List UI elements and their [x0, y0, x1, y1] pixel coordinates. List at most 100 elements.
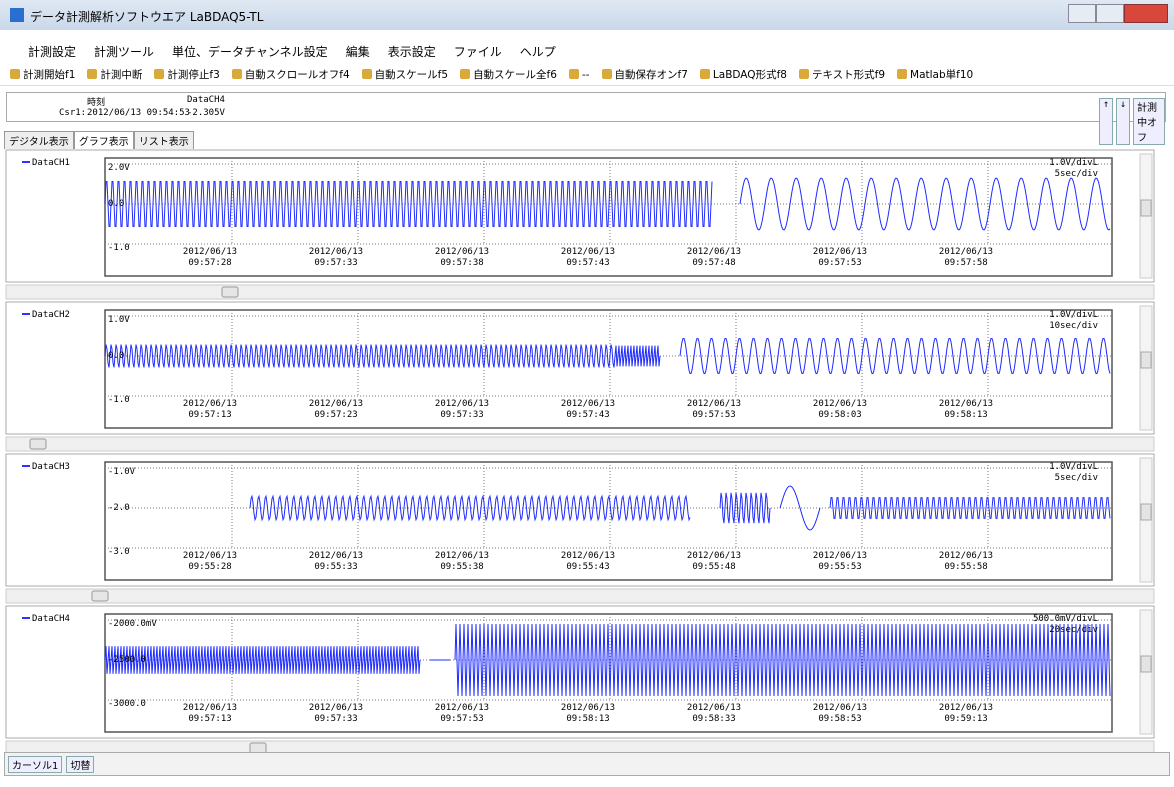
x-time-label: 09:57:48 — [692, 258, 735, 268]
y-label: -1.0 — [108, 395, 130, 405]
x-date-label: 2012/06/13 — [309, 399, 363, 409]
y-label: 0.0 — [108, 199, 124, 209]
status-button[interactable]: 切替 — [66, 755, 95, 773]
x-time-label: 09:57:28 — [188, 258, 231, 268]
menu-item[interactable]: ヘルプ — [519, 44, 556, 59]
x-date-label: 2012/06/13 — [687, 551, 741, 561]
toolbar-button[interactable]: 自動保存オンf7 — [602, 67, 688, 82]
status-bar: カーソル1 切替 — [4, 752, 1170, 776]
minimize-button[interactable] — [1068, 4, 1096, 23]
toolbar: 計測開始f1 計測中断 計測停止f3 自動スクロールオフf4 自動スケールf5 自動スケー… — [0, 64, 1174, 86]
x-time-label: 09:55:43 — [566, 562, 609, 572]
x-time-label: 09:57:33 — [440, 410, 483, 420]
y-label: 1.0V — [108, 315, 130, 325]
toolbar-button[interactable]: 計測停止f3 — [154, 67, 219, 82]
v-scroll-thumb — [1140, 351, 1152, 369]
x-time-label: 09:55:38 — [440, 562, 483, 572]
x-time-label: 09:57:33 — [314, 714, 357, 724]
toolbar-button[interactable]: 計測中断 — [87, 67, 142, 82]
waveform — [104, 338, 1111, 374]
time-header: 時刻 — [87, 98, 106, 108]
x-date-label: 2012/06/13 — [309, 551, 363, 561]
menu-item[interactable]: 計測ツール — [94, 44, 155, 59]
h-scrollbar — [5, 588, 1155, 604]
cursor-time: 2012/06/13 09:54:53 — [87, 108, 190, 118]
v-scroll-thumb — [1140, 655, 1152, 673]
tab[interactable]: リスト表示 — [133, 131, 194, 149]
nav-button[interactable]: ↓ — [1116, 98, 1131, 145]
h-scroll-thumb — [91, 590, 109, 602]
x-time-label: 09:58:53 — [818, 714, 861, 724]
x-time-label: 09:59:13 — [944, 714, 987, 724]
toolbar-button[interactable]: 自動スケールf5 — [362, 67, 448, 82]
x-time-label: 09:57:43 — [566, 410, 609, 420]
y-label: -2.0 — [108, 503, 130, 513]
h-scroll-thumb — [221, 286, 239, 298]
y-label: -1.0 — [108, 243, 130, 253]
x-date-label: 2012/06/13 — [435, 399, 489, 409]
x-date-label: 2012/06/13 — [813, 399, 867, 409]
time-div-label: 20sec/div — [1049, 625, 1098, 635]
channel-name: DataCH1 — [32, 158, 70, 168]
waveform — [104, 623, 1111, 697]
x-time-label: 09:55:28 — [188, 562, 231, 572]
x-time-label: 09:57:13 — [188, 410, 231, 420]
menu-item[interactable]: ファイル — [453, 44, 502, 59]
y-label: 0.0 — [108, 351, 124, 361]
menu-item[interactable]: 単位、データチャンネル設定 — [172, 44, 328, 59]
menu-item[interactable]: 表示設定 — [387, 44, 436, 59]
x-date-label: 2012/06/13 — [813, 551, 867, 561]
menu-item[interactable]: 編集 — [345, 44, 370, 59]
nav-button[interactable]: ↑ — [1099, 98, 1114, 145]
status-button[interactable]: カーソル1 — [8, 755, 63, 773]
close-button[interactable] — [1124, 4, 1168, 23]
menu-item[interactable]: 計測設定 — [28, 44, 77, 59]
x-date-label: 2012/06/13 — [309, 247, 363, 257]
toolbar-button[interactable]: 自動スクロールオフf4 — [232, 67, 350, 82]
v-scroll-thumb — [1140, 503, 1152, 521]
tab[interactable]: デジタル表示 — [4, 131, 74, 149]
toolbar-button[interactable]: テキスト形式f9 — [799, 67, 885, 82]
x-time-label: 09:57:53 — [440, 714, 483, 724]
x-date-label: 2012/06/13 — [561, 703, 615, 713]
x-time-label: 09:57:53 — [818, 258, 861, 268]
h-scrollbar — [5, 436, 1155, 452]
time-div-label: 5sec/div — [1055, 473, 1098, 483]
toolbar-button[interactable]: 自動スケール全f6 — [460, 67, 557, 82]
x-time-label: 09:58:33 — [692, 714, 735, 724]
title-bar: データ計測解析ソフトウエア LaBDAQ5-TL — [0, 0, 1174, 30]
tab[interactable]: グラフ表示 — [73, 131, 134, 149]
x-date-label: 2012/06/13 — [435, 247, 489, 257]
x-date-label: 2012/06/13 — [561, 399, 615, 409]
x-date-label: 2012/06/13 — [939, 247, 993, 257]
x-time-label: 09:57:43 — [566, 258, 609, 268]
nav-button[interactable]: 計測中オフ — [1133, 98, 1165, 145]
x-date-label: 2012/06/13 — [561, 247, 615, 257]
x-time-label: 09:58:13 — [566, 714, 609, 724]
cursor-info: 時刻 DataCH4 Csr1: 2012/06/13 09:54:53 -2.… — [6, 92, 1166, 145]
toolbar-button[interactable]: 計測開始f1 — [10, 67, 75, 82]
toolbar-button[interactable]: -- — [569, 69, 590, 81]
toolbar-button[interactable]: LaBDAQ形式f8 — [700, 67, 787, 82]
app-icon — [10, 8, 24, 22]
channel-header: DataCH4 — [187, 95, 225, 105]
maximize-button[interactable] — [1096, 4, 1124, 23]
x-date-label: 2012/06/13 — [813, 247, 867, 257]
x-date-label: 2012/06/13 — [813, 703, 867, 713]
x-date-label: 2012/06/13 — [183, 247, 237, 257]
x-date-label: 2012/06/13 — [939, 399, 993, 409]
channel-name: DataCH2 — [32, 310, 70, 320]
right-buttons: ↑ ↓ 計測中オフ — [1099, 98, 1165, 145]
waveform — [104, 177, 1111, 231]
x-date-label: 2012/06/13 — [687, 247, 741, 257]
h-scrollbar — [5, 284, 1155, 300]
toolbar-button[interactable]: Matlab単f10 — [897, 67, 973, 82]
y-label: -3.0 — [108, 547, 130, 557]
cursor-label: Csr1: — [59, 108, 87, 118]
x-date-label: 2012/06/13 — [183, 399, 237, 409]
x-time-label: 09:55:53 — [818, 562, 861, 572]
graph-area: DataCH12012/06/1309:57:282012/06/1309:57… — [5, 149, 1155, 752]
x-date-label: 2012/06/13 — [939, 551, 993, 561]
h-scroll-thumb — [249, 742, 267, 752]
